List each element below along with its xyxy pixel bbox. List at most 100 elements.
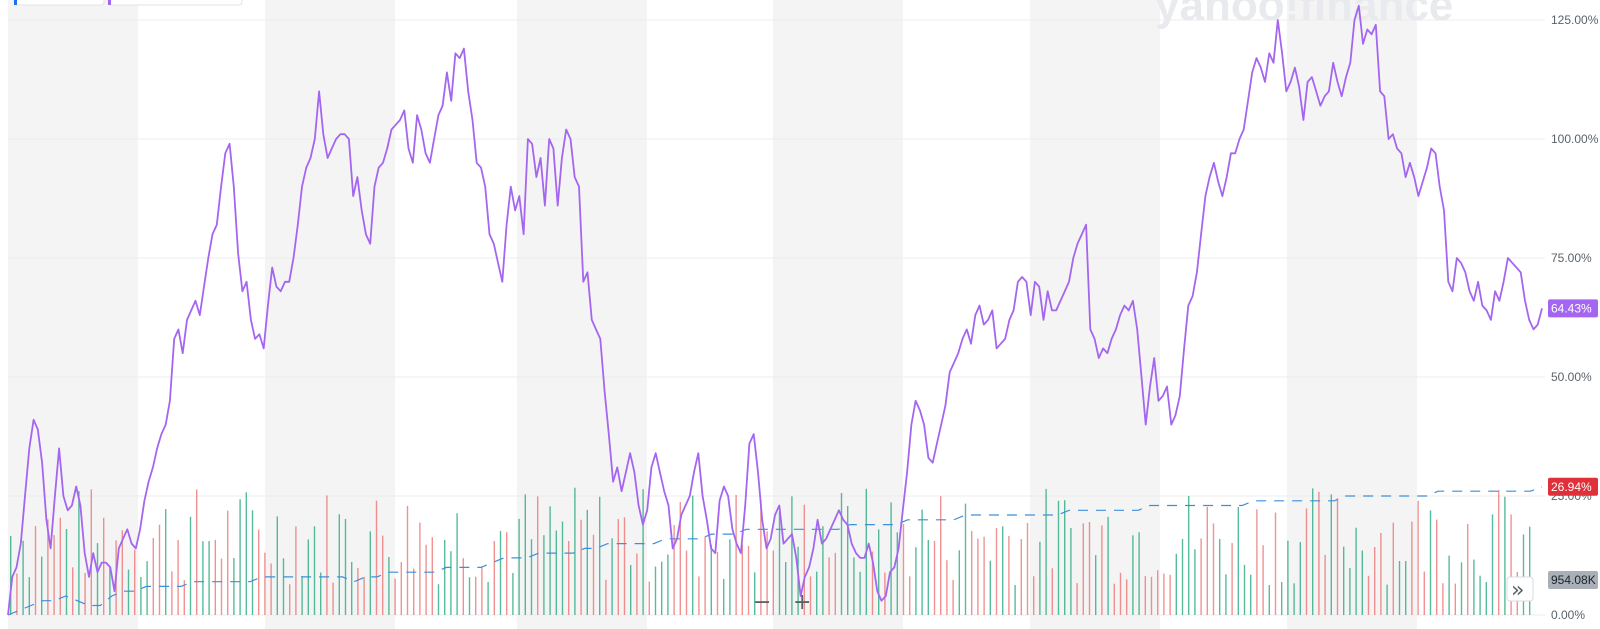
volume-bar xyxy=(189,516,192,615)
volume-bar xyxy=(574,487,576,615)
volume-bar xyxy=(654,566,657,615)
volume-bar xyxy=(871,551,874,615)
last-value-badge-benchmark: 26.94% xyxy=(1551,480,1592,494)
volume-bar xyxy=(1064,500,1066,615)
volume-bar xyxy=(617,519,619,615)
volume-bar xyxy=(1150,576,1153,615)
volume-bar xyxy=(103,517,105,615)
volume-bar xyxy=(580,519,582,615)
volume-bar xyxy=(84,572,86,615)
volume-bar xyxy=(1250,574,1252,615)
volume-bar xyxy=(599,496,601,615)
volume-bar xyxy=(1380,533,1382,615)
volume-bar xyxy=(642,489,644,615)
y-tick-label: 100.00% xyxy=(1551,132,1599,146)
volume-bar xyxy=(933,540,936,615)
volume-bar xyxy=(1386,584,1388,615)
volume-bar xyxy=(791,496,793,615)
volume-bar xyxy=(499,531,502,615)
volume-bar xyxy=(1231,543,1233,615)
volume-bar xyxy=(822,526,824,615)
period-band xyxy=(517,0,647,629)
volume-bar xyxy=(716,551,719,615)
expand-chart-button[interactable]: » xyxy=(1506,576,1534,603)
last-value-badge-stock: 64.43% xyxy=(1551,301,1592,315)
volume-bar xyxy=(47,519,49,615)
volume-bar xyxy=(258,529,260,615)
volume-bar xyxy=(406,505,409,615)
volume-bar xyxy=(1467,523,1469,615)
volume-bar xyxy=(729,539,731,615)
volume-bar xyxy=(989,560,991,615)
volume-bar xyxy=(301,576,303,615)
volume-bar xyxy=(605,579,607,615)
volume-bar xyxy=(96,543,99,615)
volume-bar xyxy=(1002,526,1004,615)
volume-bar xyxy=(369,531,371,615)
volume-bar xyxy=(1057,500,1060,615)
volume-bar xyxy=(1212,523,1215,615)
volume-bar xyxy=(692,495,694,615)
volume-bar xyxy=(456,513,458,615)
volume-bar xyxy=(1119,572,1122,615)
volume-bar xyxy=(840,493,843,615)
zoom-in-button[interactable]: + xyxy=(788,589,818,615)
volume-bar xyxy=(1293,583,1295,615)
volume-bar xyxy=(289,584,291,615)
volume-bar xyxy=(208,541,210,615)
volume-bar xyxy=(1033,576,1035,615)
volume-bar xyxy=(803,504,805,615)
volume-bar xyxy=(524,494,526,615)
volume-bar xyxy=(1008,535,1010,615)
volume-bar xyxy=(462,558,464,615)
volume-bar xyxy=(251,510,254,615)
volume-bar xyxy=(530,539,533,615)
volume-bar xyxy=(158,524,161,615)
y-tick-label: 0.00% xyxy=(1551,608,1585,622)
volume-bar xyxy=(313,526,316,615)
volume-bar xyxy=(1479,575,1481,615)
volume-bar xyxy=(413,568,415,615)
volume-bar xyxy=(1287,540,1289,615)
volume-bar xyxy=(1330,494,1332,615)
volume-bar xyxy=(425,544,427,615)
volume-bar xyxy=(1070,528,1072,615)
volume-bar xyxy=(847,506,849,615)
volume-bar xyxy=(537,496,539,615)
period-band xyxy=(773,0,903,629)
volume-bar xyxy=(1281,582,1283,615)
volume-bar xyxy=(1367,575,1370,615)
volume-bar xyxy=(338,514,340,615)
volume-bar xyxy=(710,544,712,615)
volume-bar xyxy=(16,573,18,615)
chevron-double-right-icon: » xyxy=(1511,578,1524,603)
volume-bar xyxy=(34,526,37,615)
volume-bar xyxy=(1020,539,1022,615)
volume-bar xyxy=(65,529,68,615)
volume-bar xyxy=(437,584,440,615)
volume-bar xyxy=(995,528,998,615)
volume-bar xyxy=(1324,554,1326,615)
volume-bar xyxy=(1460,562,1463,615)
volume-bar xyxy=(140,577,142,615)
zoom-out-icon: − xyxy=(753,590,771,615)
volume-bar xyxy=(1522,534,1525,615)
period-bands xyxy=(8,0,1417,629)
volume-bar xyxy=(1039,541,1041,615)
volume-bar xyxy=(1417,500,1419,615)
volume-bar xyxy=(1107,516,1109,615)
volume-bar xyxy=(72,567,74,615)
volume-bar xyxy=(884,572,886,615)
volume-bar xyxy=(1194,549,1196,615)
volume-bar xyxy=(1343,546,1345,615)
series-line-stock xyxy=(7,4,1543,616)
volume-bar xyxy=(828,557,830,615)
volume-bar xyxy=(1423,571,1425,615)
volume-bar xyxy=(568,541,570,615)
volume-bar xyxy=(214,539,216,615)
volume-bar xyxy=(971,531,973,615)
volume-bar xyxy=(1138,532,1140,615)
zoom-out-button[interactable]: − xyxy=(747,589,777,615)
volume-bar xyxy=(1101,525,1103,615)
volume-bar xyxy=(109,568,111,615)
